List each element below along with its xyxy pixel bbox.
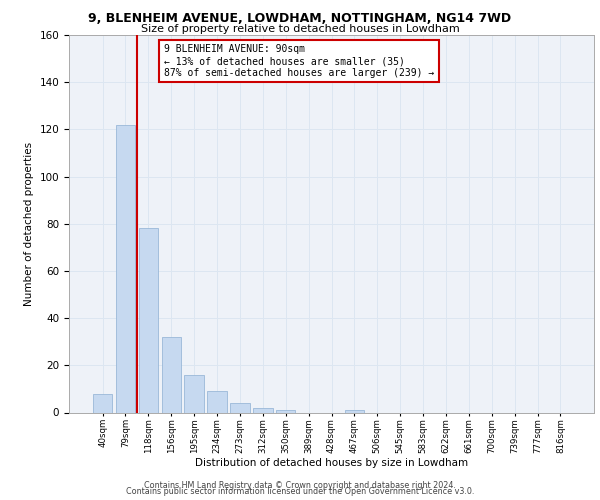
Bar (276, 410, 295, 412)
Bar (184, 375, 204, 412)
Bar (139, 228, 158, 412)
Text: Size of property relative to detached houses in Lowdham: Size of property relative to detached ho… (140, 24, 460, 34)
Text: 9, BLENHEIM AVENUE, LOWDHAM, NOTTINGHAM, NG14 7WD: 9, BLENHEIM AVENUE, LOWDHAM, NOTTINGHAM,… (88, 12, 512, 26)
Text: Contains public sector information licensed under the Open Government Licence v3: Contains public sector information licen… (126, 488, 474, 496)
Bar (230, 403, 250, 412)
Bar (253, 408, 272, 412)
Bar (208, 392, 227, 412)
Bar (161, 337, 181, 412)
Bar (344, 410, 364, 412)
Bar (93, 394, 112, 412)
Text: Contains HM Land Registry data © Crown copyright and database right 2024.: Contains HM Land Registry data © Crown c… (144, 481, 456, 490)
Text: 9 BLENHEIM AVENUE: 90sqm
← 13% of detached houses are smaller (35)
87% of semi-d: 9 BLENHEIM AVENUE: 90sqm ← 13% of detach… (163, 44, 434, 78)
X-axis label: Distribution of detached houses by size in Lowdham: Distribution of detached houses by size … (195, 458, 468, 468)
Y-axis label: Number of detached properties: Number of detached properties (24, 142, 34, 306)
Bar (116, 124, 135, 412)
